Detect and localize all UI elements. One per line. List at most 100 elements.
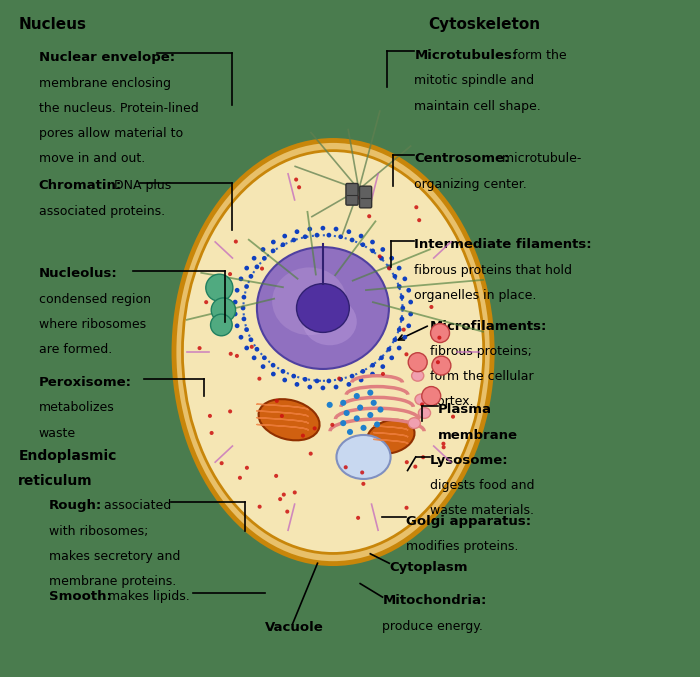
Ellipse shape xyxy=(413,464,417,468)
Ellipse shape xyxy=(340,399,346,406)
Ellipse shape xyxy=(309,452,313,456)
Text: form the cellular: form the cellular xyxy=(430,370,533,383)
Ellipse shape xyxy=(402,335,407,340)
Ellipse shape xyxy=(274,474,278,478)
Ellipse shape xyxy=(370,372,375,376)
Ellipse shape xyxy=(281,242,286,247)
Text: are formed.: are formed. xyxy=(38,343,112,356)
Ellipse shape xyxy=(340,420,346,427)
Ellipse shape xyxy=(294,177,298,181)
Ellipse shape xyxy=(400,306,405,311)
Ellipse shape xyxy=(370,363,375,368)
Ellipse shape xyxy=(346,382,351,387)
Ellipse shape xyxy=(408,300,413,305)
Ellipse shape xyxy=(393,274,398,279)
Text: organelles in place.: organelles in place. xyxy=(414,289,537,302)
Text: Chromatin:: Chromatin: xyxy=(38,179,122,192)
Text: Mitochondria:: Mitochondria: xyxy=(382,594,487,607)
Ellipse shape xyxy=(374,421,380,428)
Ellipse shape xyxy=(282,378,287,383)
Text: associated proteins.: associated proteins. xyxy=(38,205,164,218)
Ellipse shape xyxy=(262,256,267,261)
Text: condensed region: condensed region xyxy=(38,293,150,306)
Ellipse shape xyxy=(303,234,307,239)
Ellipse shape xyxy=(326,378,331,383)
Ellipse shape xyxy=(442,445,446,450)
FancyBboxPatch shape xyxy=(346,183,358,205)
Ellipse shape xyxy=(271,363,276,368)
Ellipse shape xyxy=(260,267,264,271)
Ellipse shape xyxy=(380,247,385,252)
Text: Smooth:: Smooth: xyxy=(49,590,111,603)
Ellipse shape xyxy=(258,399,320,440)
Ellipse shape xyxy=(334,227,338,232)
Ellipse shape xyxy=(258,504,262,508)
Ellipse shape xyxy=(286,510,289,514)
Text: Microtubules:: Microtubules: xyxy=(414,49,517,62)
Ellipse shape xyxy=(307,385,312,389)
Ellipse shape xyxy=(314,378,319,383)
Ellipse shape xyxy=(209,431,214,435)
Ellipse shape xyxy=(211,298,236,322)
Ellipse shape xyxy=(234,240,238,244)
Ellipse shape xyxy=(250,345,254,349)
Ellipse shape xyxy=(407,288,411,292)
Ellipse shape xyxy=(327,402,332,408)
Text: Golgi apparatus:: Golgi apparatus: xyxy=(405,515,531,527)
Ellipse shape xyxy=(402,276,407,281)
Ellipse shape xyxy=(244,284,249,289)
Text: membrane enclosing: membrane enclosing xyxy=(38,77,171,89)
Ellipse shape xyxy=(405,460,409,464)
Text: waste: waste xyxy=(38,427,76,439)
Ellipse shape xyxy=(260,247,265,252)
Ellipse shape xyxy=(233,300,237,305)
Ellipse shape xyxy=(346,230,351,234)
Ellipse shape xyxy=(419,408,430,418)
Text: Plasma: Plasma xyxy=(438,403,492,416)
Ellipse shape xyxy=(420,402,424,406)
Ellipse shape xyxy=(280,414,284,418)
Ellipse shape xyxy=(241,317,246,322)
Text: Nucleus: Nucleus xyxy=(18,17,86,32)
Ellipse shape xyxy=(295,382,300,387)
Ellipse shape xyxy=(271,248,276,253)
Ellipse shape xyxy=(379,256,384,261)
Ellipse shape xyxy=(400,294,405,299)
Ellipse shape xyxy=(234,288,239,292)
Ellipse shape xyxy=(438,336,442,340)
Text: modifies proteins.: modifies proteins. xyxy=(405,540,518,553)
Ellipse shape xyxy=(255,347,259,351)
Text: makes secretory and: makes secretory and xyxy=(49,550,180,563)
Ellipse shape xyxy=(405,352,409,356)
Text: the nucleus. Protein-lined: the nucleus. Protein-lined xyxy=(38,102,198,114)
Ellipse shape xyxy=(241,294,246,299)
Ellipse shape xyxy=(422,387,441,406)
Ellipse shape xyxy=(297,185,301,190)
Ellipse shape xyxy=(370,248,375,253)
Text: Nucleolus:: Nucleolus: xyxy=(38,267,118,280)
Ellipse shape xyxy=(400,317,405,322)
Ellipse shape xyxy=(235,354,239,358)
Ellipse shape xyxy=(321,226,326,231)
Ellipse shape xyxy=(337,376,342,380)
Ellipse shape xyxy=(451,414,455,418)
Ellipse shape xyxy=(377,406,384,412)
Text: fibrous proteins that hold: fibrous proteins that hold xyxy=(414,264,573,277)
Ellipse shape xyxy=(326,233,331,238)
Ellipse shape xyxy=(321,386,326,390)
Ellipse shape xyxy=(255,265,259,269)
Text: form the: form the xyxy=(509,49,567,62)
Ellipse shape xyxy=(417,218,421,222)
Ellipse shape xyxy=(262,355,267,360)
Ellipse shape xyxy=(358,234,363,238)
Text: produce energy.: produce energy. xyxy=(382,620,484,633)
FancyBboxPatch shape xyxy=(360,186,372,208)
Ellipse shape xyxy=(295,230,300,234)
Text: pores allow material to: pores allow material to xyxy=(38,127,183,139)
Ellipse shape xyxy=(282,234,287,238)
Ellipse shape xyxy=(368,390,373,395)
Ellipse shape xyxy=(386,347,391,351)
Ellipse shape xyxy=(282,493,286,497)
Ellipse shape xyxy=(307,227,312,232)
Ellipse shape xyxy=(429,305,433,309)
